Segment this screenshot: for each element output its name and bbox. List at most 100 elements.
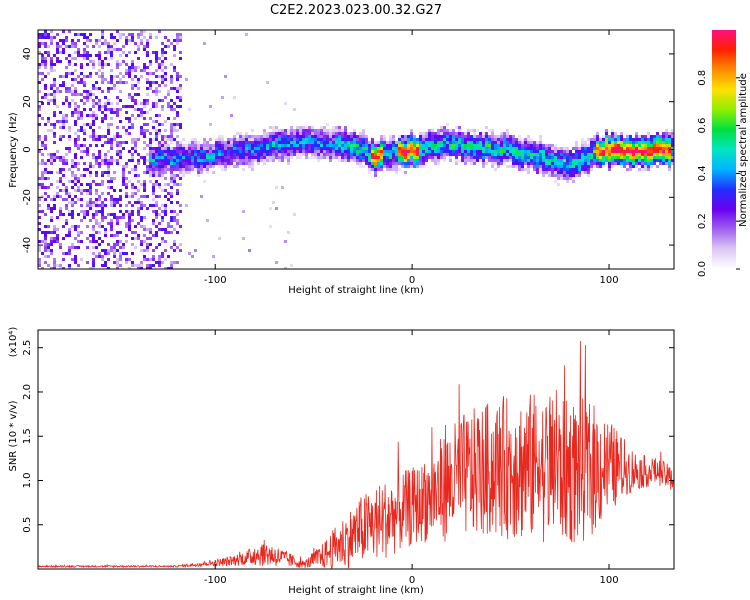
heatmap-cell — [509, 150, 512, 153]
heatmap-cell — [236, 159, 239, 162]
heatmap-cell — [566, 174, 569, 177]
heatmap-cell — [149, 174, 152, 177]
heatmap-cell — [137, 174, 140, 177]
heatmap-cell — [230, 147, 233, 150]
heatmap-cell — [263, 129, 266, 132]
heatmap-cell — [89, 90, 92, 93]
heatmap-cell — [299, 126, 302, 129]
heatmap-cell — [182, 156, 185, 159]
heatmap-cell — [47, 153, 50, 156]
heatmap-cell — [119, 90, 122, 93]
heatmap-cell — [572, 177, 575, 180]
heatmap-cell — [44, 234, 47, 237]
heatmap-cell — [290, 141, 293, 144]
heatmap-cell — [605, 132, 608, 135]
heatmap-cell — [161, 138, 164, 141]
heatmap-cell — [53, 93, 56, 96]
heatmap-cell — [128, 171, 131, 174]
heatmap-cell — [581, 162, 584, 165]
heatmap-cell — [86, 96, 89, 99]
heatmap-cell — [140, 102, 143, 105]
heatmap-cell — [617, 144, 620, 147]
heatmap-cell — [161, 219, 164, 222]
heatmap-cell — [62, 135, 65, 138]
heatmap-cell — [110, 54, 113, 57]
heatmap-cell — [77, 108, 80, 111]
heatmap-cell — [563, 165, 566, 168]
heatmap-cell — [194, 147, 197, 150]
heatmap-cell — [77, 33, 80, 36]
heatmap-cell — [671, 138, 674, 141]
heatmap-cell — [293, 141, 296, 144]
heatmap-cell — [587, 165, 590, 168]
heatmap-cell — [236, 141, 239, 144]
heatmap-cell — [161, 156, 164, 159]
heatmap-cell — [635, 153, 638, 156]
heatmap-cell — [290, 156, 293, 159]
heatmap-cell — [74, 45, 77, 48]
heatmap-cell — [416, 153, 419, 156]
heatmap-cell — [74, 141, 77, 144]
heatmap-cell — [38, 186, 41, 189]
heatmap-cell — [365, 159, 368, 162]
heatmap-cell — [74, 57, 77, 60]
heatmap-cell — [614, 135, 617, 138]
heatmap-cell — [77, 48, 80, 51]
heatmap-cell — [89, 201, 92, 204]
heatmap-cell — [602, 138, 605, 141]
heatmap-cell — [44, 96, 47, 99]
heatmap-cell — [278, 147, 281, 150]
heatmap-cell — [98, 102, 101, 105]
heatmap-cell — [275, 126, 278, 129]
heatmap-cell — [104, 105, 107, 108]
heatmap-cell — [179, 159, 182, 162]
heatmap-cell — [434, 144, 437, 147]
heatmap-cell — [311, 153, 314, 156]
heatmap-cell — [518, 156, 521, 159]
heatmap-cell — [68, 90, 71, 93]
heatmap-cell — [608, 168, 611, 171]
heatmap-cell — [554, 150, 557, 153]
heatmap-cell — [323, 138, 326, 141]
heatmap-cell — [104, 96, 107, 99]
heatmap-cell — [155, 165, 158, 168]
heatmap-cell — [359, 132, 362, 135]
heatmap-cell — [119, 198, 122, 201]
heatmap-cell — [509, 144, 512, 147]
heatmap-cell — [242, 150, 245, 153]
heatmap-cell — [146, 81, 149, 84]
heatmap-cell — [44, 249, 47, 252]
heatmap-cell — [461, 135, 464, 138]
heatmap-cell — [149, 180, 152, 183]
heatmap-cell — [548, 168, 551, 171]
heatmap-cell — [284, 132, 287, 135]
heatmap-cell — [107, 186, 110, 189]
heatmap-cell — [173, 150, 176, 153]
heatmap-cell — [551, 174, 554, 177]
heatmap-cell — [656, 159, 659, 162]
heatmap-cell — [134, 237, 137, 240]
heatmap-cell — [140, 204, 143, 207]
heatmap-cell — [248, 141, 251, 144]
heatmap-cell — [116, 267, 119, 269]
heatmap-cell — [41, 252, 44, 255]
heatmap-cell — [74, 33, 77, 36]
heatmap-cell — [590, 153, 593, 156]
heatmap-cell — [338, 144, 341, 147]
heatmap-cell — [71, 213, 74, 216]
heatmap-cell — [116, 102, 119, 105]
heatmap-cell — [635, 165, 638, 168]
heatmap-cell — [569, 177, 572, 180]
heatmap-cell — [80, 231, 83, 234]
heatmap-cell — [107, 267, 110, 269]
heatmap-cell — [71, 99, 74, 102]
heatmap-cell — [416, 150, 419, 153]
heatmap-cell — [110, 51, 113, 54]
heatmap-cell — [44, 75, 47, 78]
heatmap-cell — [245, 162, 248, 165]
heatmap-cell — [467, 147, 470, 150]
heatmap-cell — [377, 168, 380, 171]
heatmap-cell — [473, 138, 476, 141]
heatmap-cell — [671, 153, 674, 156]
heatmap-cell — [89, 108, 92, 111]
